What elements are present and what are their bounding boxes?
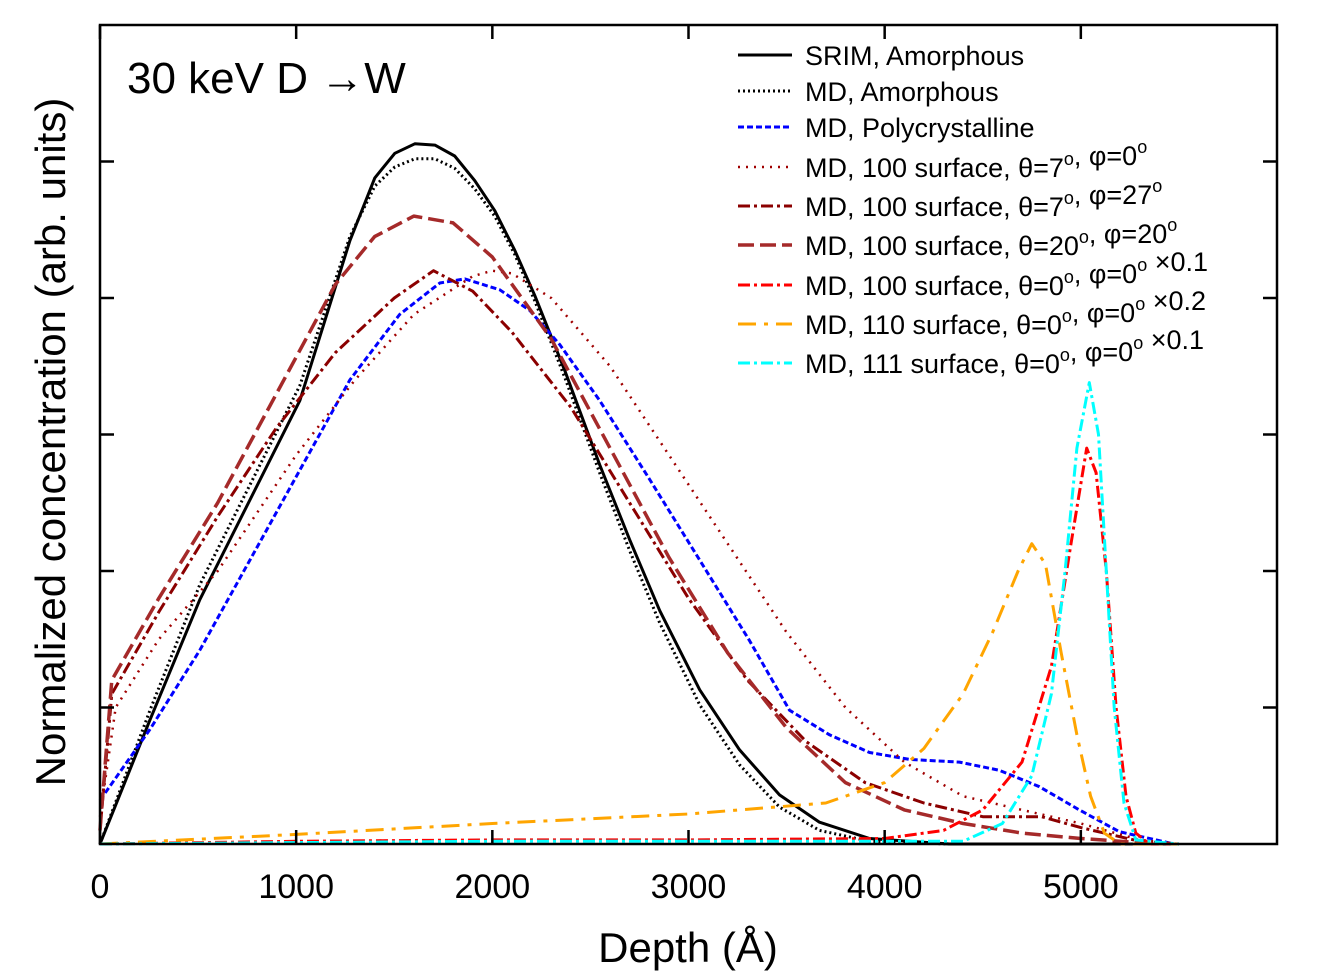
x-tick-label: 2000 <box>455 868 531 906</box>
x-tick-label: 0 <box>91 868 110 906</box>
series-line-0 <box>98 142 1179 846</box>
legend-label: MD, 100 surface, θ=20o, φ=20o <box>805 215 1177 261</box>
series-line-6 <box>99 446 1179 846</box>
legend-label: SRIM, Amorphous <box>805 41 1024 71</box>
x-tick-label: 5000 <box>1043 868 1119 906</box>
x-tick-label: 1000 <box>258 868 334 906</box>
x-axis-label: Depth (Å) <box>598 924 778 971</box>
legend-label: MD, 100 surface, θ=0o, φ=0o ×0.1 <box>805 247 1208 301</box>
y-axis-label: Normalized concentration (arb. units) <box>27 98 74 787</box>
plot-curves <box>98 142 1180 846</box>
legend-label: MD, 100 surface, θ=7o, φ=0o <box>805 137 1147 183</box>
legend: SRIM, Amorphous MD, Amorphous MD, Polycrys… <box>738 41 1208 379</box>
series-line-8 <box>99 381 1180 846</box>
chart-annotation: 30 keV D →W <box>127 54 406 103</box>
legend-label: MD, Polycrystalline <box>805 113 1035 143</box>
series-line-1 <box>98 157 1179 846</box>
series-line-4 <box>98 269 1180 846</box>
x-tick-label: 3000 <box>651 868 727 906</box>
series-line-2 <box>98 277 1175 846</box>
axis-ticks <box>98 25 1277 844</box>
series-line-5 <box>98 214 1179 846</box>
x-tick-label: 4000 <box>847 868 923 906</box>
legend-label: MD, Amorphous <box>805 77 999 107</box>
legend-label: MD, 100 surface, θ=7o, φ=27o <box>805 176 1162 222</box>
x-tick-labels: 0 1000 2000 3000 4000 5000 <box>91 868 1119 906</box>
legend-label: MD, 110 surface, θ=0o, φ=0o ×0.2 <box>805 286 1206 340</box>
series-line-7 <box>99 542 1179 846</box>
legend-label: MD, 111 surface, θ=0o, φ=0o ×0.1 <box>805 325 1204 379</box>
